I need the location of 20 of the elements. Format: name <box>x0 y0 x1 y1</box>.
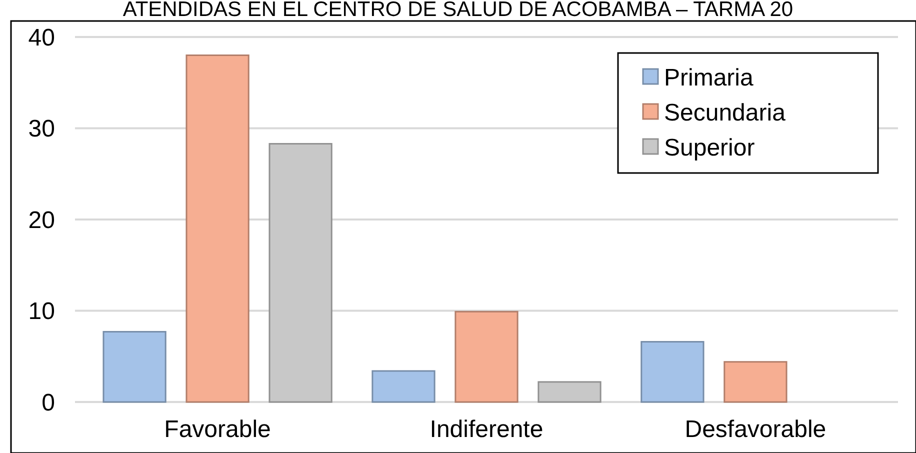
x-tick-label: Indiferente <box>430 416 544 443</box>
legend-label: Superior <box>664 134 755 162</box>
bar <box>538 381 602 403</box>
chart-title: ATENDIDAS EN EL CENTRO DE SALUD DE ACOBAMBA – TARMA 20 <box>122 0 794 21</box>
legend-label: Secundaria <box>664 99 786 126</box>
bar <box>640 341 704 403</box>
y-tick-label: 30 <box>28 116 55 143</box>
bar <box>724 361 788 403</box>
x-tick-label: Favorable <box>164 416 271 443</box>
y-tick-label: 10 <box>28 298 55 326</box>
y-tick-label: 40 <box>28 24 55 52</box>
legend-label: Primaria <box>664 64 754 92</box>
y-tick-label: 20 <box>28 206 55 234</box>
bar <box>186 54 250 403</box>
bar <box>372 370 436 403</box>
x-tick-label: Desfavorable <box>684 416 826 443</box>
bar <box>454 310 518 403</box>
bar <box>102 330 166 403</box>
y-tick-label: 0 <box>42 389 55 416</box>
bar <box>268 143 332 403</box>
